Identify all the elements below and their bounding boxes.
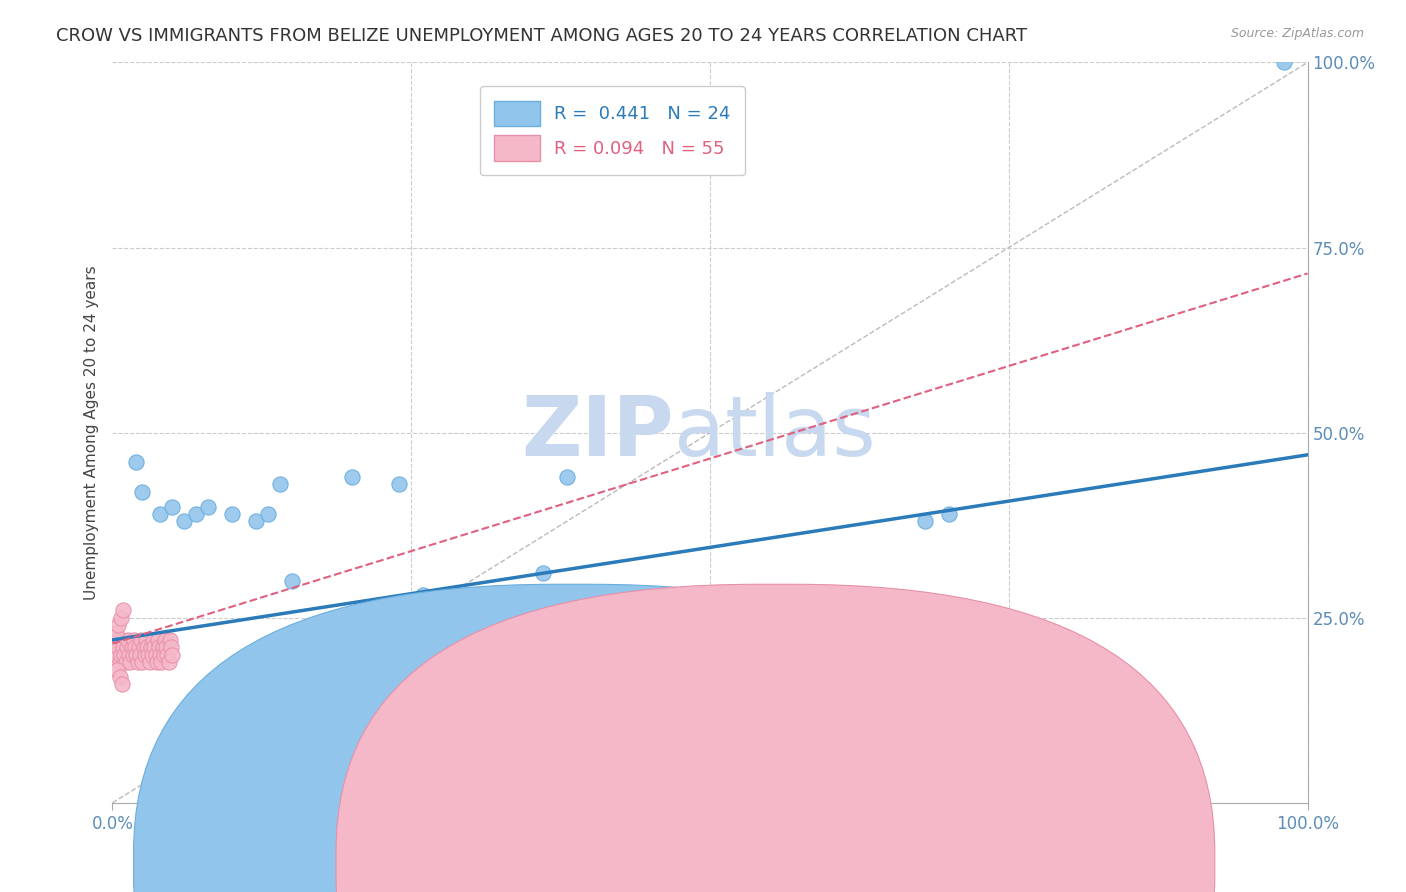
Point bbox=[281, 574, 304, 588]
Point bbox=[221, 507, 243, 521]
Point bbox=[340, 470, 363, 484]
Point bbox=[1272, 55, 1295, 70]
Point bbox=[173, 515, 195, 529]
Point bbox=[111, 632, 134, 647]
Text: Crow: Crow bbox=[595, 857, 633, 871]
Point bbox=[110, 610, 132, 624]
Point bbox=[129, 648, 152, 662]
Point bbox=[150, 655, 173, 669]
Point bbox=[138, 655, 160, 669]
Point bbox=[197, 500, 219, 514]
Point bbox=[107, 640, 129, 655]
Point bbox=[108, 655, 131, 669]
Point bbox=[149, 648, 172, 662]
Point bbox=[186, 507, 208, 521]
Point bbox=[139, 640, 162, 655]
Text: Source: ZipAtlas.com: Source: ZipAtlas.com bbox=[1230, 27, 1364, 40]
Point bbox=[141, 648, 163, 662]
Point bbox=[153, 632, 176, 647]
Point bbox=[914, 515, 936, 529]
Point bbox=[145, 655, 167, 669]
Point bbox=[162, 500, 183, 514]
Point bbox=[555, 470, 578, 484]
Point bbox=[117, 632, 139, 647]
Point bbox=[105, 632, 128, 647]
Point bbox=[107, 618, 129, 632]
Text: CROW VS IMMIGRANTS FROM BELIZE UNEMPLOYMENT AMONG AGES 20 TO 24 YEARS CORRELATIO: CROW VS IMMIGRANTS FROM BELIZE UNEMPLOYM… bbox=[56, 27, 1028, 45]
Point bbox=[153, 648, 176, 662]
Point bbox=[159, 632, 181, 647]
Point bbox=[124, 640, 146, 655]
Point bbox=[145, 648, 167, 662]
Point bbox=[115, 640, 138, 655]
Point bbox=[156, 648, 179, 662]
Text: Immigrants from Belize: Immigrants from Belize bbox=[797, 857, 976, 871]
Point bbox=[132, 640, 155, 655]
Point bbox=[160, 640, 183, 655]
Point bbox=[127, 655, 149, 669]
Point bbox=[131, 484, 153, 499]
Point bbox=[257, 507, 280, 521]
Point bbox=[1057, 648, 1080, 662]
Point bbox=[148, 640, 170, 655]
Point bbox=[364, 677, 387, 691]
Point bbox=[112, 640, 135, 655]
Point bbox=[105, 663, 128, 677]
Point bbox=[531, 566, 554, 581]
Point bbox=[105, 648, 128, 662]
Point bbox=[111, 677, 134, 691]
Point bbox=[118, 648, 141, 662]
Point bbox=[245, 515, 267, 529]
Point bbox=[146, 632, 169, 647]
Point bbox=[269, 477, 291, 491]
Legend: R =  0.441   N = 24, R = 0.094   N = 55: R = 0.441 N = 24, R = 0.094 N = 55 bbox=[479, 87, 745, 176]
Point bbox=[105, 625, 128, 640]
Point bbox=[134, 648, 156, 662]
Point bbox=[152, 640, 174, 655]
Point bbox=[125, 648, 148, 662]
Point bbox=[155, 640, 177, 655]
Text: ZIP: ZIP bbox=[522, 392, 675, 473]
Point bbox=[110, 648, 132, 662]
Point bbox=[157, 655, 180, 669]
Point bbox=[142, 632, 165, 647]
Point bbox=[128, 640, 150, 655]
Point bbox=[938, 507, 960, 521]
Point bbox=[136, 640, 159, 655]
Point bbox=[112, 603, 135, 617]
Point bbox=[121, 648, 143, 662]
Point bbox=[412, 589, 434, 603]
Text: atlas: atlas bbox=[675, 392, 876, 473]
Point bbox=[131, 655, 153, 669]
Point bbox=[114, 648, 135, 662]
Point bbox=[114, 655, 136, 669]
Point bbox=[162, 648, 183, 662]
Point bbox=[149, 507, 172, 521]
Point bbox=[122, 632, 145, 647]
Point bbox=[121, 640, 143, 655]
Point bbox=[388, 477, 411, 491]
Point bbox=[125, 455, 148, 469]
Point bbox=[135, 632, 157, 647]
Point bbox=[143, 640, 166, 655]
Point bbox=[1081, 648, 1104, 662]
Y-axis label: Unemployment Among Ages 20 to 24 years: Unemployment Among Ages 20 to 24 years bbox=[83, 265, 98, 600]
Point bbox=[129, 632, 152, 647]
Point bbox=[108, 670, 131, 684]
Point bbox=[120, 655, 142, 669]
Point bbox=[138, 648, 160, 662]
